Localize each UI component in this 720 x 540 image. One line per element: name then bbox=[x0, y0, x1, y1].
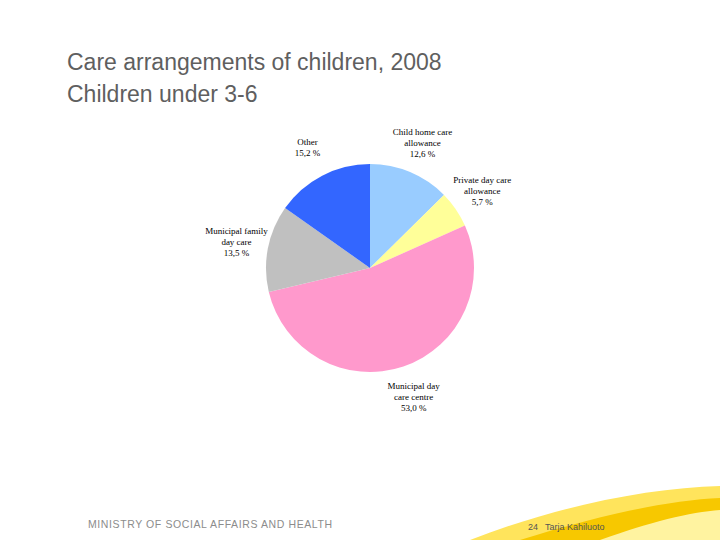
data-label: 53,0 % bbox=[401, 403, 427, 413]
swoosh bbox=[470, 486, 720, 540]
slice-label: Private day careallowance bbox=[453, 175, 511, 196]
swoosh bbox=[600, 510, 720, 540]
page-number: 24 bbox=[528, 522, 538, 532]
data-label: 13,5 % bbox=[224, 248, 250, 258]
swoosh bbox=[520, 498, 720, 540]
data-label: 15,2 % bbox=[295, 148, 321, 158]
pie-slice bbox=[285, 164, 370, 268]
footer-author: Tarja Kahiluoto bbox=[545, 522, 605, 532]
slide: Care arrangements of children, 2008 Child… bbox=[0, 0, 720, 540]
slice-label: Child home careallowance bbox=[393, 127, 452, 148]
data-label: 5,7 % bbox=[472, 197, 494, 207]
decoration bbox=[470, 486, 720, 540]
slice-label: Municipal daycare centre bbox=[388, 381, 441, 402]
footer-organization: MINISTRY OF SOCIAL AFFAIRS AND HEALTH bbox=[88, 518, 333, 530]
data-label: 12,6 % bbox=[410, 149, 436, 159]
slice-label: Other bbox=[297, 137, 318, 147]
labels: Child home careallowance12,6 % Private da… bbox=[205, 127, 511, 413]
slice-label: Municipal familyday care bbox=[205, 226, 268, 247]
pie bbox=[266, 164, 474, 372]
title: Care arrangements of children, 2008 bbox=[67, 49, 442, 75]
subtitle: Children under 3-6 bbox=[67, 81, 258, 107]
